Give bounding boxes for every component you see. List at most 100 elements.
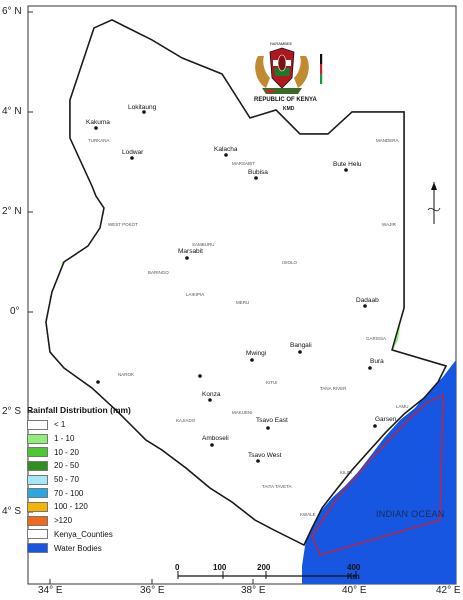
scale-bar-graphic — [177, 571, 357, 579]
town-dot-dadaab — [363, 304, 367, 308]
lon-label-42e: 42° E — [436, 585, 461, 596]
county-label: WAJIR — [382, 222, 396, 227]
county-label: TAITA TAVETA — [262, 484, 292, 489]
town-label-dadaab: Dadaab — [356, 297, 379, 304]
county-label: MARSABIT — [232, 161, 256, 166]
town-dot-bute-helu — [344, 168, 348, 172]
legend-item: 70 - 100 — [27, 486, 139, 500]
legend-swatch — [27, 419, 48, 430]
legend-swatch — [27, 529, 48, 540]
legend-swatch — [27, 543, 48, 554]
lat-label-2s: 2° S — [2, 406, 22, 417]
county-label: KITUI — [266, 380, 278, 385]
lat-label-4n: 4° N — [2, 106, 22, 117]
county-label: MAKUENI — [232, 410, 253, 415]
town-dot-lodwar — [130, 156, 134, 160]
town-label-bute-helu: Bute Helu — [333, 161, 362, 168]
town-markers — [94, 110, 377, 463]
town-label-tsavo-west: Tsavo West — [248, 452, 282, 459]
lat-label-4s: 4° S — [2, 506, 22, 517]
scale-tick-label: 100 — [213, 563, 227, 572]
legend-item: 50 - 70 — [27, 473, 139, 487]
lat-label-6n: 6° N — [2, 6, 22, 17]
town-label-tsavo-east: Tsavo East — [256, 417, 288, 424]
town-dot-mwingi — [250, 358, 254, 362]
county-label: KAJIADO — [176, 418, 196, 423]
county-label: MERU — [236, 300, 250, 305]
legend-label: Water Bodies — [54, 543, 102, 553]
town-label-kakuma: Kakuma — [86, 119, 110, 126]
legend-label: < 1 — [54, 420, 66, 430]
legend-swatch — [27, 460, 48, 471]
lon-label-34e: 34° E — [38, 585, 63, 596]
town-label-marsabit: Marsabit — [178, 248, 203, 255]
county-label: BARINGO — [148, 270, 169, 275]
town-label-konza: Konza — [202, 391, 221, 398]
county-label: GARISSA — [366, 336, 387, 341]
indian-ocean — [302, 360, 456, 584]
town-dot-bubisa — [254, 176, 258, 180]
legend-title: Rainfall Distribution (mm) — [27, 405, 131, 415]
town-label-kalacha: Kalacha — [214, 146, 238, 153]
legend-swatch — [27, 474, 48, 485]
lon-label-40e: 40° E — [342, 585, 367, 596]
county-label: TURKANA — [88, 138, 110, 143]
town-dot-tsavo-west — [256, 459, 260, 463]
town-label-lodwar: Lodwar — [122, 149, 144, 156]
legend-label: 10 - 20 — [54, 447, 79, 457]
lat-label-0: 0° — [10, 306, 20, 317]
legend-swatch — [27, 515, 48, 526]
town-dot-tsavo-east — [266, 426, 270, 430]
emblem-subtitle: KMD — [283, 106, 295, 112]
scale-bar: 0 100 200 400 Km — [175, 563, 360, 583]
legend-swatch — [27, 447, 48, 458]
county-label: LAMU — [396, 404, 409, 409]
town-dot-lokitaung — [142, 110, 146, 114]
north-arrow-icon — [427, 182, 441, 224]
town-dot-marsabit — [185, 256, 189, 260]
legend: Rainfall Distribution (mm) < 1 1 - 10 10… — [27, 405, 139, 555]
emblem-motto: HARAMBEE — [270, 41, 293, 46]
legend-item: 100 - 120 — [27, 500, 139, 514]
kenya-coat-of-arms-icon: HARAMBEE — [255, 41, 323, 94]
county-label: MANDERA — [376, 138, 399, 143]
ocean-label: INDIAN OCEAN — [376, 509, 445, 519]
legend-item: 20 - 50 — [27, 459, 139, 473]
lon-label-38e: 38° E — [241, 585, 266, 596]
lon-label-36e: 36° E — [140, 585, 165, 596]
legend-item: >120 — [27, 514, 139, 528]
legend-swatch — [27, 488, 48, 499]
county-label: KILIFI — [340, 470, 353, 475]
county-label: SAMBURU — [192, 242, 215, 247]
town-dot-amboseli — [210, 443, 214, 447]
town-dot-bura — [368, 366, 372, 370]
legend-swatch — [27, 501, 48, 512]
town-dot-konza — [208, 398, 212, 402]
emblem-title: REPUBLIC OF KENYA — [254, 97, 317, 103]
town-label-amboseli: Amboseli — [202, 435, 229, 442]
town-dot-kakuma — [94, 126, 98, 130]
scale-tick-label: 0 — [175, 563, 180, 572]
scale-tick-label: 200 — [257, 563, 271, 572]
county-label: TANA RIVER — [320, 386, 347, 391]
county-label: NAROK — [118, 372, 135, 377]
legend-item: Water Bodies — [27, 541, 139, 555]
county-label: KWALE — [300, 512, 316, 517]
legend-swatch — [27, 433, 48, 444]
town-dot-extra — [198, 374, 202, 378]
legend-label: 100 - 120 — [54, 502, 88, 512]
town-label-lokitaung: Lokitaung — [128, 104, 157, 111]
town-dot-kalacha — [224, 153, 228, 157]
town-dot-bangali — [298, 350, 302, 354]
town-label-bubisa: Bubisa — [248, 169, 268, 176]
legend-item: 10 - 20 — [27, 445, 139, 459]
legend-item: Kenya_Counties — [27, 528, 139, 542]
legend-label: Kenya_Counties — [54, 529, 113, 539]
county-label: ISIOLO — [282, 260, 298, 265]
town-dot-garsen — [373, 424, 377, 428]
county-label: WEST POKOT — [108, 222, 138, 227]
legend-item: < 1 — [27, 418, 139, 432]
legend-label: 70 - 100 — [54, 488, 84, 498]
legend-label: 20 - 50 — [54, 461, 79, 471]
